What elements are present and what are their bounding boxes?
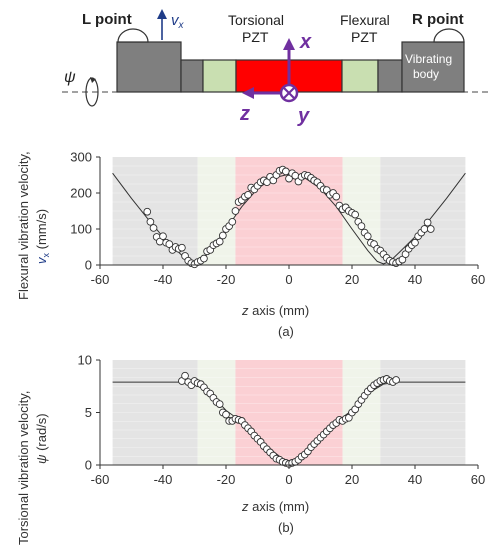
data-point xyxy=(411,238,419,247)
torsional-pzt-label-1: Torsional xyxy=(228,12,284,28)
data-point xyxy=(420,225,429,233)
right-point-letter: R point xyxy=(412,11,464,28)
shaft-segment xyxy=(180,59,204,93)
data-point xyxy=(363,232,372,241)
data-point xyxy=(146,217,155,226)
x-axis-arrow-head xyxy=(283,38,295,50)
right-end-body xyxy=(401,41,465,93)
flexural-pzt-left xyxy=(202,59,237,93)
y-tick-label: 0 xyxy=(85,258,92,273)
z-axis-arrow-head xyxy=(242,87,254,99)
x-tick-label: -20 xyxy=(217,472,236,487)
schematic: L point vx ψ R point Vibrating body Tors… xyxy=(62,9,490,127)
panel-b-caption: (b) xyxy=(278,520,294,535)
panel-a-ylabel-2: vx (mm/s) xyxy=(34,209,51,264)
vibrating-body-label-1: Vibrating xyxy=(405,52,452,66)
data-point xyxy=(149,224,158,232)
shaft-segment xyxy=(377,59,403,93)
y-tick-label: 200 xyxy=(70,186,92,201)
panel-a-caption: (a) xyxy=(278,324,294,339)
data-point xyxy=(215,237,224,246)
flexural-pzt-label-1: Flexural xyxy=(340,12,390,28)
vibrating-body-label-2: body xyxy=(413,67,439,81)
y-tick-label: 5 xyxy=(85,405,92,420)
y-tick-label: 100 xyxy=(70,222,92,237)
axis-y-label: y xyxy=(297,105,310,127)
y-tick-label: 0 xyxy=(85,458,92,473)
x-tick-label: 60 xyxy=(471,472,485,487)
data-point xyxy=(219,231,227,240)
data-point xyxy=(228,217,237,226)
data-point xyxy=(159,232,167,241)
flexural-velocity-plot: -60 -40 -20 0 20 40 60 0 100 200 300 xyxy=(70,150,485,288)
left-point-cap xyxy=(117,28,149,43)
psi-label: ψ xyxy=(64,69,76,86)
x-tick-label: 20 xyxy=(345,472,359,487)
vx-label: vx xyxy=(171,12,185,31)
flexural-pzt-right xyxy=(341,59,379,93)
y-tick-label: 10 xyxy=(78,353,92,368)
data-point xyxy=(244,190,252,199)
data-point xyxy=(423,218,432,227)
x-tick-label: 40 xyxy=(408,272,422,287)
x-tick-label: -60 xyxy=(91,472,110,487)
data-point xyxy=(231,207,240,215)
data-point xyxy=(357,222,366,230)
x-tick-label: -60 xyxy=(91,272,110,287)
flexural-pzt-label-2: PZT xyxy=(351,29,378,45)
data-point xyxy=(143,207,152,216)
psi-rotation-arrow xyxy=(90,77,96,83)
data-point xyxy=(178,243,186,252)
data-point xyxy=(181,371,189,380)
axis-x-label: x xyxy=(299,31,312,53)
x-tick-label: 0 xyxy=(285,272,292,287)
x-tick-label: 60 xyxy=(471,272,485,287)
panel-a-xlabel: z axis (mm) xyxy=(241,303,309,318)
data-point xyxy=(165,240,174,248)
x-tick-label: -40 xyxy=(154,472,173,487)
panel-b-ylabel-1: Torsional vibration velocity, xyxy=(16,391,31,545)
x-tick-label: -40 xyxy=(154,272,173,287)
axis-z-label: z xyxy=(239,103,250,125)
data-point xyxy=(392,376,400,384)
data-point xyxy=(332,192,341,201)
data-point xyxy=(351,210,360,219)
data-point xyxy=(282,167,290,176)
x-tick-label: 0 xyxy=(285,472,292,487)
x-tick-label: 40 xyxy=(408,472,422,487)
panel-a-ylabel-1: Flexural vibration velocity, xyxy=(16,151,31,300)
right-point-cap xyxy=(433,28,465,43)
y-axis-cross xyxy=(283,87,295,99)
panel-b-ylabel-2: ψ (rad/s) xyxy=(34,413,49,464)
y-tick-label: 300 xyxy=(70,150,92,165)
x-tick-label: -20 xyxy=(217,272,236,287)
torsional-pzt-label-2: PZT xyxy=(242,29,269,45)
vx-arrow-head xyxy=(157,9,167,19)
torsional-velocity-plot: -60 -40 -20 0 20 40 60 0 5 10 xyxy=(78,353,486,488)
data-point xyxy=(222,410,230,419)
data-point xyxy=(200,254,208,263)
x-tick-label: 20 xyxy=(345,272,359,287)
data-point xyxy=(215,400,224,408)
left-point-letter: L point xyxy=(82,11,132,28)
data-point xyxy=(426,225,435,233)
panel-b-xlabel: z axis (mm) xyxy=(241,499,309,514)
left-end-body xyxy=(116,41,182,93)
